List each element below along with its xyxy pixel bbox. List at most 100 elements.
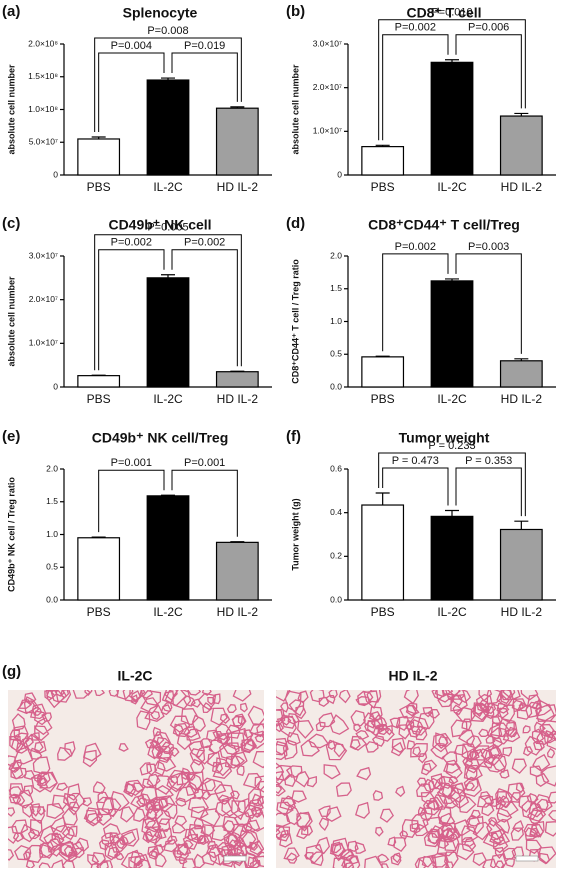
error-bar: [445, 509, 459, 517]
p-value: P=0.002: [395, 241, 436, 253]
y-tick-label: 3.0×10⁷: [29, 250, 58, 260]
p-value: P=0.006: [468, 22, 509, 34]
y-axis-label: absolute cell number: [6, 276, 16, 367]
bar: [361, 504, 405, 601]
p-value: P=0.001: [111, 457, 152, 469]
error-bar: [514, 112, 529, 117]
significance-bracket: [382, 253, 449, 352]
error-bar: [514, 520, 529, 530]
significance-bracket: [455, 467, 522, 517]
chart-title: CD49b⁺ NK cell/Treg: [92, 430, 229, 446]
y-tick-label: 1.0×10⁷: [29, 338, 58, 348]
y-tick-label: 1.0: [330, 316, 342, 326]
p-value: P=0.001: [184, 457, 225, 469]
x-tick-label: IL-2C: [153, 392, 183, 406]
error-bar: [91, 536, 106, 538]
chart-title: CD8⁺ T cell: [406, 5, 481, 21]
error-bar: [445, 59, 459, 63]
error-bar: [161, 494, 175, 496]
x-tick-label: IL-2C: [437, 392, 467, 406]
significance-bracket: [171, 52, 238, 102]
panel-label: (b): [286, 3, 305, 20]
x-tick-label: PBS: [371, 180, 395, 194]
bar: [77, 138, 121, 176]
bar: [77, 537, 121, 601]
chart-title: Splenocyte: [123, 5, 198, 21]
y-axis-label: absolute cell number: [290, 64, 300, 155]
p-value: P=0.010: [431, 7, 472, 19]
p-value: P=0.005: [147, 222, 188, 234]
bar: [215, 541, 259, 601]
x-tick-label: HD IL-2: [501, 392, 543, 406]
y-tick-label: 2.0×10⁷: [29, 294, 58, 304]
p-value: P=0.002: [184, 237, 225, 249]
y-tick-label: 2.0×10⁷: [313, 82, 342, 92]
significance-bracket: [382, 467, 449, 506]
y-tick-label: 0: [53, 169, 58, 179]
panel-label: (d): [286, 215, 305, 232]
x-tick-label: HD IL-2: [501, 180, 543, 194]
bar: [499, 360, 543, 388]
p-value: P=0.008: [147, 25, 188, 37]
y-tick-label: 2.0: [46, 463, 58, 473]
x-tick-label: IL-2C: [153, 605, 183, 619]
bar: [499, 115, 543, 176]
p-value: P=0.004: [111, 40, 152, 52]
x-tick-label: PBS: [87, 605, 111, 619]
y-tick-label: 0.0: [330, 594, 342, 604]
y-tick-label: 0.2: [330, 551, 342, 561]
bar: [361, 356, 405, 388]
x-tick-label: IL-2C: [437, 605, 467, 619]
y-tick-label: 0: [53, 381, 58, 391]
bar: [430, 61, 474, 176]
panel-label: (c): [2, 215, 20, 232]
bar: [430, 515, 474, 601]
panel-label: (g): [2, 663, 21, 680]
p-value: P=0.002: [395, 22, 436, 34]
error-bar: [161, 77, 175, 81]
error-bar: [161, 274, 175, 278]
significance-bracket: [171, 469, 238, 537]
tissue-septa: [8, 690, 264, 868]
significance-bracket: [455, 34, 522, 109]
y-tick-label: 0.0: [46, 594, 58, 604]
bar: [215, 107, 259, 176]
scale-bar: [223, 855, 247, 862]
significance-bracket: [378, 19, 526, 141]
chart-title: Tumor weight: [399, 430, 490, 446]
x-tick-label: PBS: [87, 180, 111, 194]
p-value: P = 0.473: [392, 455, 439, 467]
p-value: P = 0.233: [428, 440, 475, 452]
histology-image: [276, 690, 556, 868]
significance-bracket: [378, 452, 526, 517]
significance-bracket: [382, 34, 449, 141]
bar: [146, 277, 190, 388]
panel-label: (a): [2, 3, 20, 20]
significance-bracket: [171, 249, 238, 367]
x-tick-label: PBS: [87, 392, 111, 406]
p-value: P=0.019: [184, 40, 225, 52]
bar: [430, 280, 474, 388]
chart-title: CD49b⁺ NK cell: [108, 217, 211, 233]
x-tick-label: HD IL-2: [501, 605, 543, 619]
panel-label: (e): [2, 428, 20, 445]
x-tick-label: IL-2C: [153, 180, 183, 194]
y-tick-label: 3.0×10⁷: [313, 38, 342, 48]
p-value: P=0.003: [468, 241, 509, 253]
panel-label: (f): [286, 428, 301, 445]
y-axis-label: CD8⁺CD44⁺ T cell / Treg ratio: [290, 259, 300, 384]
y-axis-label: Tumor weight (g): [290, 498, 300, 570]
x-tick-label: IL-2C: [437, 180, 467, 194]
p-value: P = 0.353: [465, 455, 512, 467]
y-tick-label: 2.0×10⁸: [28, 38, 58, 48]
error-bar: [230, 106, 245, 109]
x-tick-label: PBS: [371, 392, 395, 406]
histology-image: [8, 690, 264, 868]
tissue-septa: [276, 690, 556, 868]
x-tick-label: HD IL-2: [217, 180, 259, 194]
bar: [215, 371, 259, 388]
significance-bracket: [94, 234, 242, 371]
y-tick-label: 0.4: [330, 507, 342, 517]
y-tick-label: 0.6: [330, 463, 342, 473]
